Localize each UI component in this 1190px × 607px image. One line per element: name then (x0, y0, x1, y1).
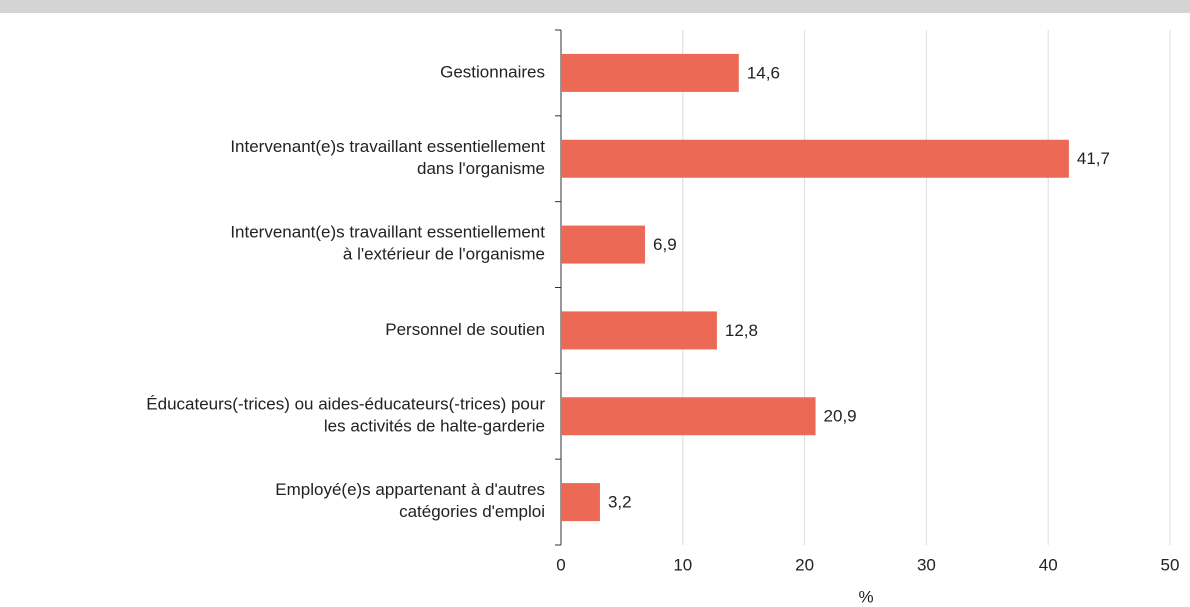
y-tick-label: Intervenant(e)s travaillant essentiellem… (230, 137, 545, 178)
x-tick-label: 30 (917, 555, 936, 574)
value-label: 3,2 (608, 493, 632, 512)
bar (561, 483, 600, 522)
value-label: 14,6 (747, 63, 780, 82)
bar (561, 139, 1069, 178)
value-label: 20,9 (824, 407, 857, 426)
bar (561, 53, 739, 92)
y-tick-label: Éducateurs(-trices) ou aides-éducateurs(… (146, 395, 545, 436)
y-tick-label: Intervenant(e)s travaillant essentiellem… (230, 223, 545, 264)
bar (561, 225, 646, 264)
y-tick-label: Employé(e)s appartenant à d'autres catégo… (275, 481, 545, 522)
x-tick-label: 20 (795, 555, 814, 574)
x-tick-label: 50 (1161, 555, 1180, 574)
x-tick-label: 40 (1039, 555, 1058, 574)
y-tick-label: Gestionnaires (440, 62, 545, 81)
bar (561, 311, 717, 350)
value-label: 12,8 (725, 321, 758, 340)
value-label: 6,9 (653, 235, 677, 254)
header-bar (0, 0, 1190, 13)
x-axis-label: % (858, 587, 873, 606)
x-tick-label: 10 (673, 555, 692, 574)
y-tick-label: Personnel de soutien (385, 320, 545, 339)
x-tick-label: 0 (556, 555, 565, 574)
bar (561, 397, 816, 436)
value-label: 41,7 (1077, 149, 1110, 168)
